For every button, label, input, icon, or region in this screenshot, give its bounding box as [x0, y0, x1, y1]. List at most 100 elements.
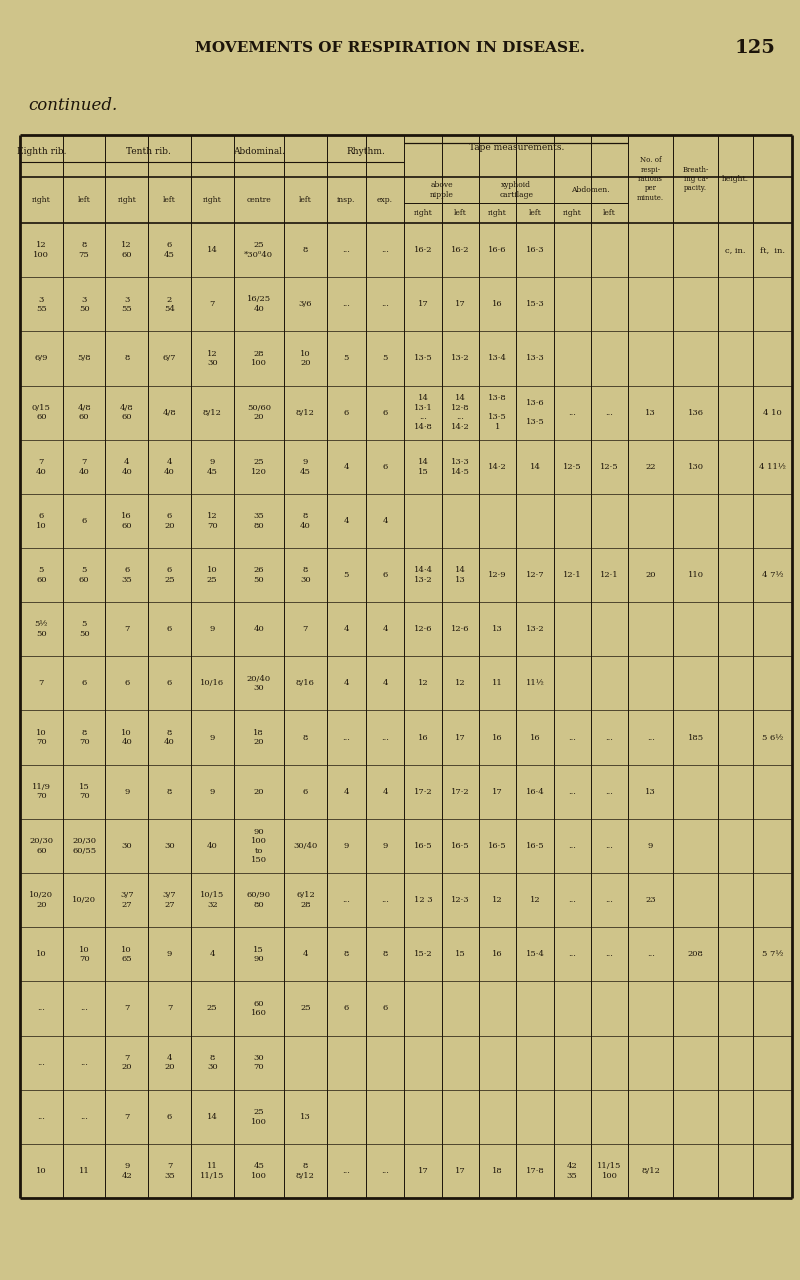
- Text: 5 6½: 5 6½: [762, 733, 783, 741]
- Text: ...: ...: [606, 787, 614, 796]
- Text: 7: 7: [38, 680, 44, 687]
- Text: 4: 4: [302, 950, 308, 959]
- Text: left: left: [454, 209, 466, 218]
- Text: right: right: [203, 196, 222, 204]
- Text: 12·1: 12·1: [563, 571, 582, 579]
- Text: 4: 4: [343, 517, 349, 525]
- Text: ...: ...: [381, 1167, 389, 1175]
- Text: 7
20: 7 20: [122, 1053, 132, 1071]
- Text: 13·8

13·5
1: 13·8 13·5 1: [488, 394, 507, 431]
- Text: 7: 7: [124, 625, 130, 634]
- Text: 6: 6: [167, 625, 172, 634]
- Text: 10/20
20: 10/20 20: [30, 891, 54, 909]
- Text: insp.: insp.: [337, 196, 355, 204]
- Text: 60/90
80: 60/90 80: [247, 891, 271, 909]
- Text: 20/30
60: 20/30 60: [30, 837, 54, 855]
- Text: 7
40: 7 40: [36, 458, 46, 475]
- Text: 25
120: 25 120: [251, 458, 266, 475]
- Text: 3/7
27: 3/7 27: [120, 891, 134, 909]
- Text: ...: ...: [381, 246, 389, 255]
- Text: 8
30: 8 30: [300, 566, 310, 584]
- Text: 9: 9: [124, 787, 130, 796]
- Text: 17: 17: [492, 787, 503, 796]
- Text: 6: 6: [382, 463, 388, 471]
- Text: 4: 4: [382, 787, 388, 796]
- Text: 3
50: 3 50: [78, 296, 90, 314]
- Text: 4: 4: [382, 625, 388, 634]
- Text: 14
13·1
...
14·8: 14 13·1 ... 14·8: [414, 394, 433, 431]
- Text: ...: ...: [606, 733, 614, 741]
- Text: 11½: 11½: [526, 680, 544, 687]
- Text: 8: 8: [124, 355, 130, 362]
- Text: 10/16: 10/16: [200, 680, 224, 687]
- Text: 4/8
60: 4/8 60: [120, 403, 134, 421]
- Text: 8
40: 8 40: [164, 728, 175, 746]
- Text: ...: ...: [606, 950, 614, 959]
- Text: left: left: [163, 196, 176, 204]
- Text: 17: 17: [455, 1167, 466, 1175]
- Text: 16·5: 16·5: [526, 842, 544, 850]
- Text: 16·5: 16·5: [451, 842, 470, 850]
- Text: 6: 6: [167, 1112, 172, 1121]
- Text: 11
11/15: 11 11/15: [200, 1162, 225, 1180]
- Text: left: left: [529, 209, 542, 218]
- Text: 7: 7: [302, 625, 308, 634]
- Text: 16·6: 16·6: [488, 246, 507, 255]
- Text: 30/40: 30/40: [294, 842, 318, 850]
- Text: 4: 4: [343, 625, 349, 634]
- Text: 8
40: 8 40: [300, 512, 310, 530]
- Text: ...: ...: [568, 787, 576, 796]
- Text: 5
60: 5 60: [79, 566, 90, 584]
- Text: 8: 8: [302, 733, 308, 741]
- Text: 9: 9: [648, 842, 654, 850]
- Text: 16: 16: [492, 950, 503, 959]
- Text: ft,  in.: ft, in.: [760, 246, 785, 255]
- Text: ...: ...: [342, 1167, 350, 1175]
- Text: centre: centre: [246, 196, 271, 204]
- Text: 12: 12: [418, 680, 428, 687]
- Text: height.: height.: [722, 175, 749, 183]
- Text: 6: 6: [382, 408, 388, 416]
- Text: 10/20: 10/20: [72, 896, 96, 904]
- Text: 4: 4: [343, 787, 349, 796]
- Text: 14·2: 14·2: [488, 463, 507, 471]
- Text: 6
25: 6 25: [164, 566, 175, 584]
- Text: MOVEMENTS OF RESPIRATION IN DISEASE.: MOVEMENTS OF RESPIRATION IN DISEASE.: [195, 41, 585, 55]
- Text: 16/25
40: 16/25 40: [246, 296, 271, 314]
- Text: continued.: continued.: [28, 96, 118, 114]
- Text: 3/6: 3/6: [298, 301, 312, 308]
- Text: 7: 7: [124, 1005, 130, 1012]
- Text: 50/60
20: 50/60 20: [247, 403, 271, 421]
- Text: 25: 25: [207, 1005, 218, 1012]
- Text: 60
160: 60 160: [251, 1000, 266, 1018]
- Text: Eighth rib.: Eighth rib.: [17, 146, 66, 155]
- Text: 42
35: 42 35: [567, 1162, 578, 1180]
- Text: ...: ...: [606, 896, 614, 904]
- Text: 23: 23: [646, 896, 656, 904]
- Text: 6
45: 6 45: [164, 242, 175, 259]
- Text: 25: 25: [300, 1005, 310, 1012]
- Text: 14
13: 14 13: [455, 566, 466, 584]
- Text: 125: 125: [734, 38, 775, 58]
- Text: 16·2: 16·2: [451, 246, 470, 255]
- Text: 8: 8: [302, 246, 308, 255]
- Text: 8
75: 8 75: [78, 242, 90, 259]
- Text: 10
70: 10 70: [36, 728, 46, 746]
- Text: c, in.: c, in.: [726, 246, 746, 255]
- Text: 9
45: 9 45: [206, 458, 218, 475]
- Text: 10/15
32: 10/15 32: [200, 891, 224, 909]
- Text: ...: ...: [80, 1059, 88, 1066]
- Text: 6: 6: [382, 571, 388, 579]
- Text: 136: 136: [688, 408, 704, 416]
- Text: 12·9: 12·9: [488, 571, 507, 579]
- Text: 12: 12: [455, 680, 466, 687]
- Text: 13: 13: [300, 1112, 310, 1121]
- Text: 9: 9: [382, 842, 388, 850]
- Text: 12·1: 12·1: [600, 571, 618, 579]
- Text: right: right: [32, 196, 50, 204]
- Text: 6/9: 6/9: [34, 355, 48, 362]
- Text: 16: 16: [530, 733, 540, 741]
- Text: 10
25: 10 25: [207, 566, 218, 584]
- Text: 9: 9: [210, 787, 215, 796]
- Text: 6/12
28: 6/12 28: [296, 891, 314, 909]
